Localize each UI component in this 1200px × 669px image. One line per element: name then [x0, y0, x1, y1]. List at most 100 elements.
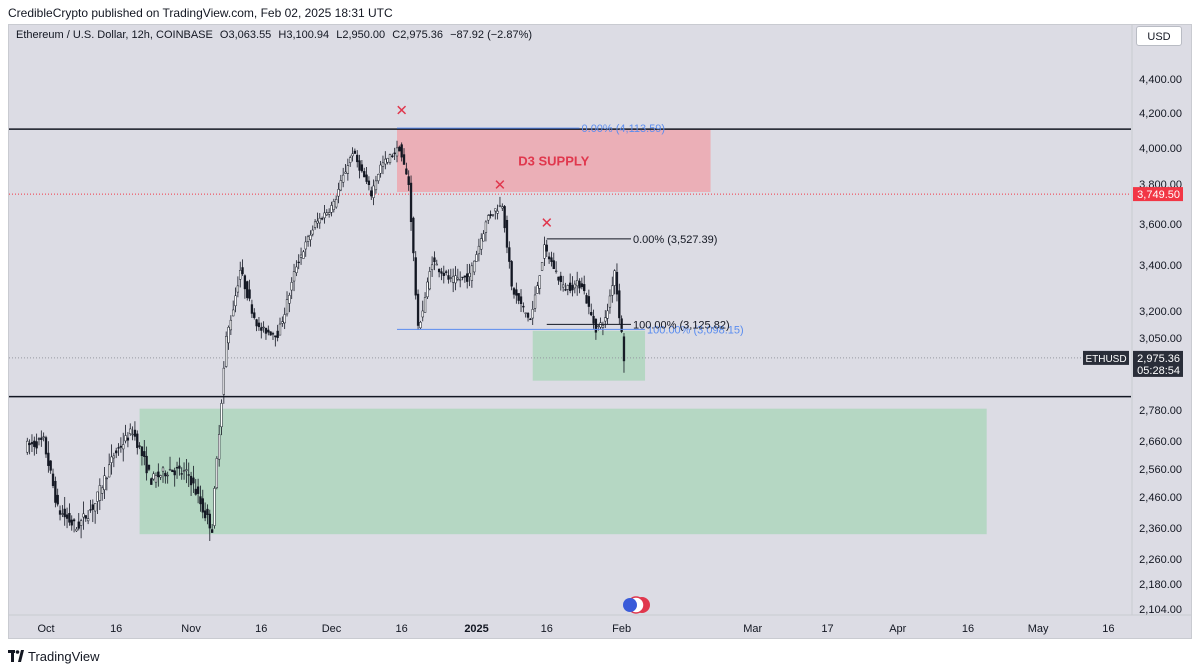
candle: [463, 275, 467, 283]
candle: [613, 269, 616, 295]
candle: [210, 523, 214, 533]
candle: [75, 527, 78, 532]
candle: [281, 316, 284, 327]
chart-canvas[interactable]: 0.00% (4,113.59) 100.00% (3,098.15) 0.00% …: [0, 0, 1200, 643]
candle: [515, 282, 518, 304]
x-tick-label: Feb: [612, 623, 631, 635]
candle: [278, 317, 282, 336]
candle: [182, 462, 186, 480]
candle: [203, 502, 207, 522]
candle: [241, 259, 244, 276]
candle: [510, 260, 513, 291]
candle: [351, 147, 354, 162]
candle: [611, 276, 614, 303]
currency-button[interactable]: USD: [1136, 26, 1182, 46]
candle: [276, 324, 279, 342]
candle: [430, 256, 434, 278]
candle: [122, 432, 125, 462]
candle: [459, 271, 462, 288]
candle: [578, 278, 581, 294]
candle: [349, 155, 352, 167]
y-tick-label: 3,600.00: [1139, 219, 1182, 231]
candle: [93, 503, 97, 524]
candle: [524, 312, 527, 318]
candle: [440, 267, 443, 281]
candle: [473, 260, 476, 276]
symbol-legend: Ethereum / U.S. Dollar, 12h, COINBASE O3…: [16, 29, 532, 41]
candle: [26, 437, 29, 455]
candle: [274, 335, 277, 347]
candle: [126, 432, 130, 448]
price-tag-red-box: [1133, 187, 1183, 202]
publisher-text: CredibleCrypto published on TradingView.…: [8, 6, 393, 20]
close-value: 2,975.36: [400, 29, 444, 41]
candle: [554, 261, 558, 274]
countdown-text: 05:28:54: [1137, 365, 1180, 377]
candle: [561, 275, 565, 292]
candle: [454, 266, 457, 291]
candle: [77, 513, 80, 531]
candle: [269, 331, 272, 336]
price-tag-red-text: 3,749.50: [1137, 189, 1180, 201]
candle: [447, 269, 450, 284]
candle: [63, 496, 66, 526]
candle: [545, 239, 548, 257]
candle: [395, 140, 399, 163]
candle: [145, 446, 148, 481]
candle: [426, 277, 429, 300]
candle: [374, 175, 378, 194]
candle: [112, 452, 116, 468]
candle: [604, 310, 607, 329]
candle: [201, 489, 204, 519]
y-tick-label: 2,560.00: [1139, 464, 1182, 476]
x-tick-label: 16: [1102, 623, 1114, 635]
candle: [622, 333, 626, 373]
tradingview-logo-icon: [8, 650, 24, 662]
candle: [360, 160, 364, 173]
candle: [487, 214, 490, 224]
candle: [335, 195, 338, 209]
candle: [388, 153, 392, 165]
candle: [299, 247, 303, 265]
candle: [414, 251, 417, 300]
zone-0: [397, 129, 711, 192]
candle: [159, 474, 162, 481]
candle: [452, 268, 455, 293]
candle: [117, 443, 120, 456]
high-value: 3,100.94: [286, 29, 330, 41]
candle: [519, 289, 523, 313]
candle: [358, 154, 361, 179]
price-tag-dark-text: 2,975.36: [1137, 353, 1180, 365]
candle: [381, 155, 385, 175]
candle: [267, 325, 270, 336]
tradingview-logo[interactable]: TradingView: [8, 649, 100, 664]
candle: [337, 182, 340, 204]
candle: [498, 196, 502, 208]
candle: [508, 241, 511, 269]
candle: [538, 275, 541, 295]
candle: [164, 470, 167, 484]
event-flag-icon: [623, 598, 637, 612]
candle: [477, 238, 481, 262]
candle: [108, 453, 111, 478]
candle: [599, 317, 602, 330]
candle: [468, 263, 471, 287]
open-label: O: [219, 29, 229, 41]
candle: [206, 504, 209, 525]
candle: [166, 471, 169, 484]
candle: [466, 263, 469, 289]
candle: [255, 318, 258, 332]
candle: [557, 276, 560, 285]
x-tick-label: Oct: [37, 623, 54, 635]
candle: [615, 263, 619, 302]
candle: [423, 292, 427, 313]
candle: [133, 421, 137, 441]
candle: [367, 176, 371, 191]
x-tick-label: 16: [396, 623, 408, 635]
candle: [304, 236, 307, 257]
x-marker-0: ✕: [395, 102, 408, 120]
candle: [547, 252, 551, 264]
x-tick-label: Dec: [322, 623, 342, 635]
candle: [72, 518, 76, 533]
candle: [517, 293, 520, 305]
